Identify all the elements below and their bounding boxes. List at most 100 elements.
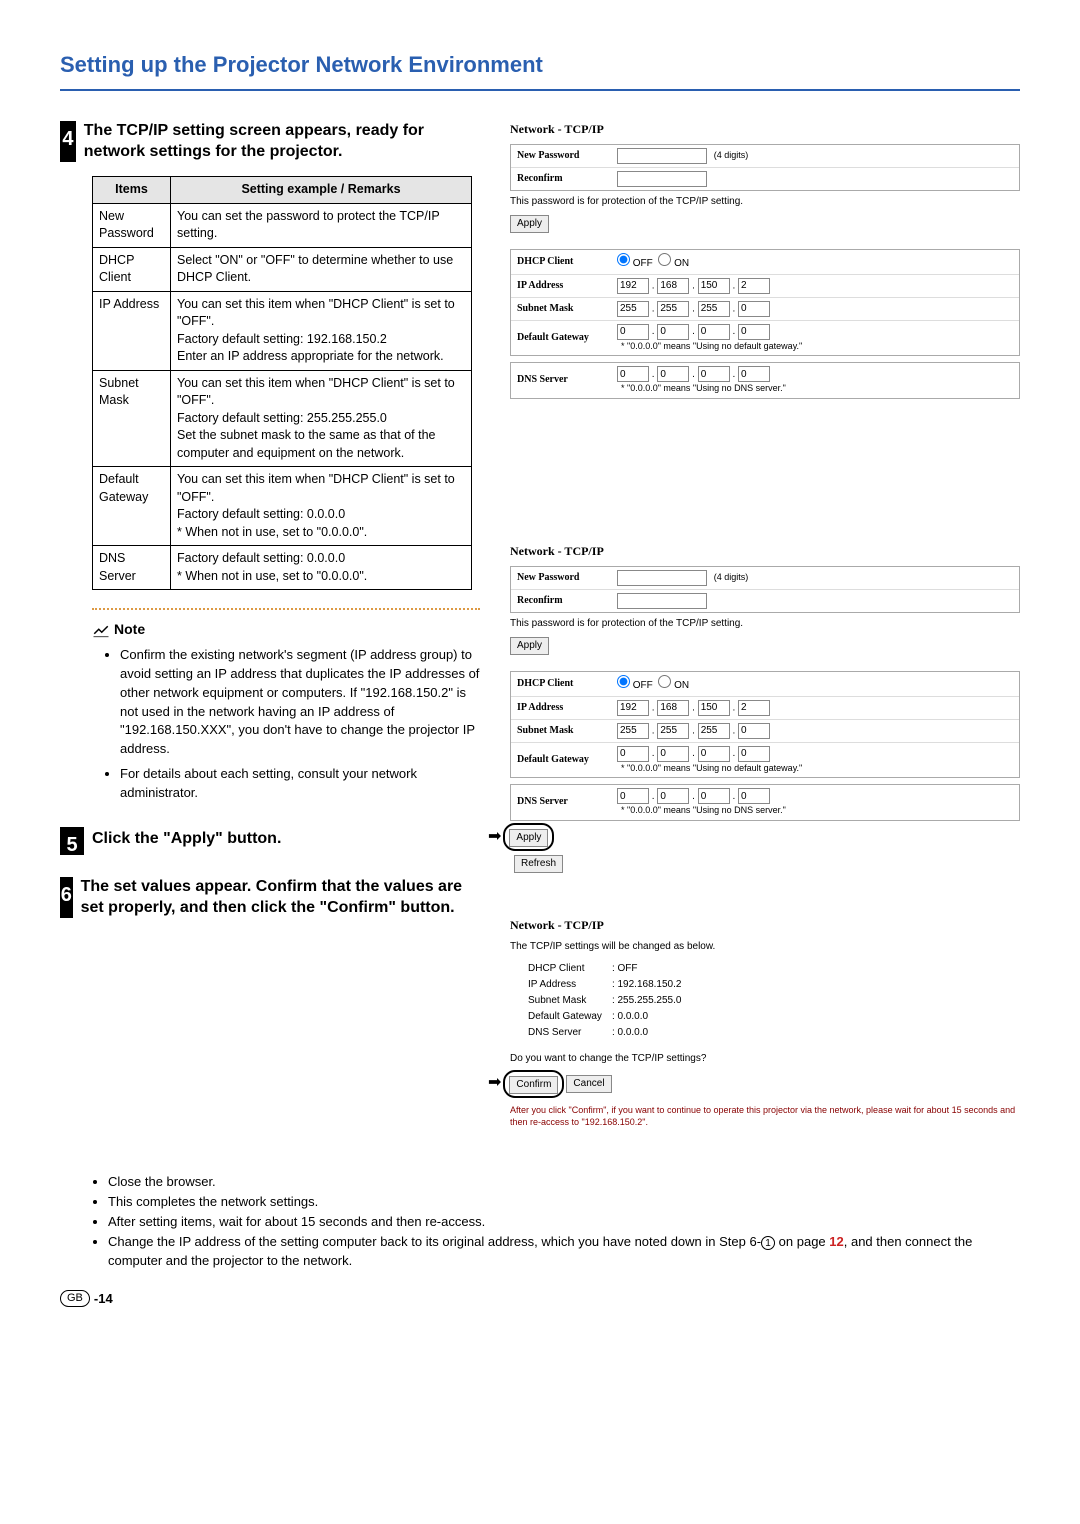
ip-octet-2[interactable] (657, 278, 689, 294)
lbl-new-password-2: New Password (517, 571, 617, 585)
dns2-octet-2[interactable] (657, 788, 689, 804)
ip2-octet-2[interactable] (657, 700, 689, 716)
summary-cell: IP Address (524, 978, 606, 992)
lbl-new-password: New Password (517, 149, 617, 163)
confirm-after-note: After you click "Confirm", if you want t… (510, 1104, 1020, 1129)
lbl-ip-2: IP Address (517, 701, 617, 715)
confirm-question: Do you want to change the TCP/IP setting… (510, 1052, 1020, 1066)
confirm-title: Network - TCP/IP (510, 917, 1020, 934)
mask-octet-1[interactable] (617, 301, 649, 317)
ip-octet-1[interactable] (617, 278, 649, 294)
radio-dhcp-off-2[interactable] (617, 675, 630, 688)
dns-octet-2[interactable] (657, 366, 689, 382)
footer-page-number: -14 (94, 1290, 113, 1308)
ip2-octet-1[interactable] (617, 700, 649, 716)
apply-button-2a[interactable]: Apply (510, 637, 549, 655)
summary-cell: DHCP Client (524, 962, 606, 976)
ip-octet-4[interactable] (738, 278, 770, 294)
apply-button-1[interactable]: Apply (510, 215, 549, 233)
cell-item: DHCP Client (93, 247, 171, 291)
lbl-off-2: OFF (633, 680, 653, 691)
cancel-button[interactable]: Cancel (566, 1075, 611, 1093)
lbl-mask-2: Subnet Mask (517, 724, 617, 738)
dns-octet-3[interactable] (698, 366, 730, 382)
dns2-octet-4[interactable] (738, 788, 770, 804)
ip2-octet-3[interactable] (698, 700, 730, 716)
mask2-octet-4[interactable] (738, 723, 770, 739)
cell-remark: You can set this item when "DHCP Client"… (171, 467, 472, 546)
table-row: IP AddressYou can set this item when "DH… (93, 291, 472, 370)
dns2-octet-1[interactable] (617, 788, 649, 804)
table-row: Subnet MaskYou can set this item when "D… (93, 370, 472, 467)
th-items: Items (93, 177, 171, 204)
lbl-off: OFF (633, 258, 653, 269)
lbl-dns: DNS Server (517, 373, 617, 387)
note-list: Confirm the existing network's segment (… (108, 646, 480, 803)
apply-button-highlighted[interactable]: Apply (509, 829, 548, 847)
list-item: This completes the network settings. (108, 1193, 1020, 1211)
radio-dhcp-off[interactable] (617, 253, 630, 266)
gw2-octet-4[interactable] (738, 746, 770, 762)
confirm-intro: The TCP/IP settings will be changed as b… (510, 940, 1020, 954)
cell-item: DNS Server (93, 546, 171, 590)
gw-octet-2[interactable] (657, 324, 689, 340)
gw-octet-4[interactable] (738, 324, 770, 340)
title-underline (60, 89, 1020, 91)
cell-item: IP Address (93, 291, 171, 370)
step-6-title: The set values appear. Confirm that the … (81, 877, 480, 919)
gw2-octet-1[interactable] (617, 746, 649, 762)
cell-remark: You can set the password to protect the … (171, 203, 472, 247)
mask-octet-3[interactable] (698, 301, 730, 317)
input-new-password-2[interactable] (617, 570, 707, 586)
page-link[interactable]: 12 (829, 1234, 843, 1249)
input-reconfirm[interactable] (617, 171, 707, 187)
hint-digits: (4 digits) (714, 150, 749, 160)
gw-octet-3[interactable] (698, 324, 730, 340)
dns-note-1: * "0.0.0.0" means "Using no DNS server." (621, 382, 1013, 395)
ip2-octet-4[interactable] (738, 700, 770, 716)
refresh-button[interactable]: Refresh (514, 855, 563, 873)
summary-cell: : 0.0.0.0 (608, 1010, 686, 1024)
dns-octet-4[interactable] (738, 366, 770, 382)
summary-row: DHCP Client: OFF (524, 962, 685, 976)
lbl-on: ON (674, 258, 689, 269)
mask-octet-4[interactable] (738, 301, 770, 317)
summary-cell: : 192.168.150.2 (608, 978, 686, 992)
confirm-button[interactable]: Confirm (509, 1076, 558, 1094)
radio-dhcp-on-2[interactable] (658, 675, 671, 688)
step-6-number: 6 (61, 881, 72, 909)
dns-note-2: * "0.0.0.0" means "Using no DNS server." (621, 804, 1013, 817)
step-4-number: 4 (62, 125, 73, 153)
mask2-octet-1[interactable] (617, 723, 649, 739)
cell-remark: You can set this item when "DHCP Client"… (171, 370, 472, 467)
note-label: Note (114, 620, 145, 640)
dns-octet-1[interactable] (617, 366, 649, 382)
mask-octet-2[interactable] (657, 301, 689, 317)
cell-remark: You can set this item when "DHCP Client"… (171, 291, 472, 370)
input-reconfirm-2[interactable] (617, 593, 707, 609)
ip-octet-3[interactable] (698, 278, 730, 294)
hint-digits-2: (4 digits) (714, 572, 749, 582)
tcpip-panel-1: Network - TCP/IP New Password (4 digits)… (510, 121, 1020, 399)
summary-cell: Subnet Mask (524, 994, 606, 1008)
lbl-reconfirm: Reconfirm (517, 172, 617, 186)
gw2-octet-2[interactable] (657, 746, 689, 762)
mask2-octet-3[interactable] (698, 723, 730, 739)
gw-octet-1[interactable] (617, 324, 649, 340)
lbl-dhcp-2: DHCP Client (517, 677, 617, 691)
cell-item: New Password (93, 203, 171, 247)
dns2-octet-3[interactable] (698, 788, 730, 804)
radio-dhcp-on[interactable] (658, 253, 671, 266)
lbl-gw: Default Gateway (517, 331, 617, 345)
input-new-password[interactable] (617, 148, 707, 164)
settings-table: Items Setting example / Remarks New Pass… (92, 176, 472, 590)
summary-row: Default Gateway: 0.0.0.0 (524, 1010, 685, 1024)
page-title: Setting up the Projector Network Environ… (60, 50, 1020, 81)
cell-remark: Factory default setting: 0.0.0.0 * When … (171, 546, 472, 590)
arrow-right-icon-2: ➡ (488, 1072, 501, 1094)
step-5-block: 5 Click the "Apply" button. (60, 827, 480, 855)
gw2-octet-3[interactable] (698, 746, 730, 762)
mask2-octet-2[interactable] (657, 723, 689, 739)
panel2-title: Network - TCP/IP (510, 543, 1020, 560)
summary-row: DNS Server: 0.0.0.0 (524, 1026, 685, 1040)
